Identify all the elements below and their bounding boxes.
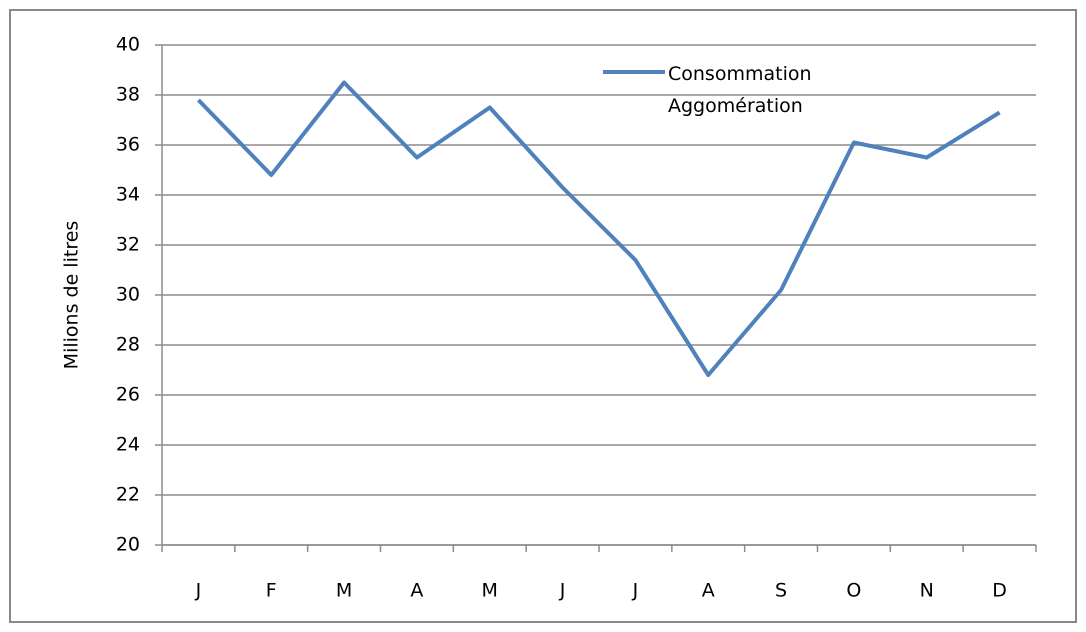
legend-label: Consommation Aggomération <box>668 63 812 117</box>
y-tick-label: 30 <box>116 284 140 306</box>
y-tick-label: 34 <box>116 184 140 206</box>
y-tick-label: 38 <box>116 84 140 106</box>
x-tick-label: S <box>775 580 787 602</box>
chart-border <box>9 9 1077 623</box>
y-tick-label: 32 <box>116 234 140 256</box>
y-tick-label: 36 <box>116 134 140 156</box>
x-tick-label: J <box>632 580 639 602</box>
y-tick-label: 40 <box>116 34 140 56</box>
y-tick-label: 28 <box>116 334 140 356</box>
x-tick-label: A <box>410 580 423 602</box>
y-tick-label: 22 <box>116 484 140 506</box>
x-tick-label: F <box>266 580 277 602</box>
x-tick-label: A <box>702 580 715 602</box>
x-tick-label: M <box>482 580 498 602</box>
y-tick-label: 26 <box>116 384 140 406</box>
x-tick-label: D <box>992 580 1007 602</box>
y-tick-label: 20 <box>116 534 140 556</box>
x-tick-label: M <box>336 580 352 602</box>
y-axis-label: Milions de litres <box>61 221 83 370</box>
data-line <box>196 80 1001 377</box>
x-tick-label: J <box>559 580 566 602</box>
x-tick-label: O <box>846 580 861 602</box>
x-tick-label: N <box>920 580 934 602</box>
x-tick-label: J <box>195 580 202 602</box>
y-tick-label: 24 <box>116 434 140 456</box>
